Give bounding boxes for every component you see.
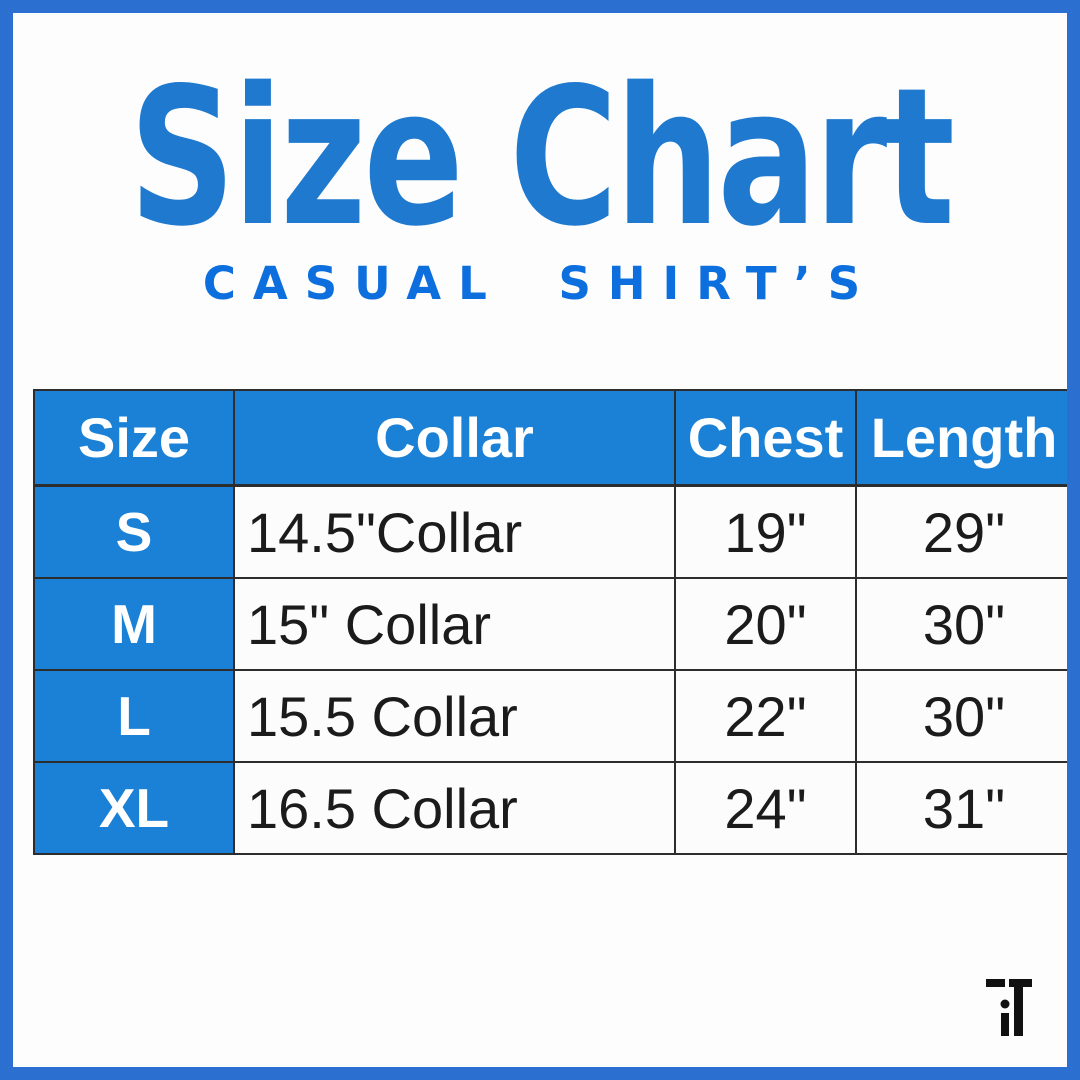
brand-logo-icon	[986, 979, 1032, 1036]
collar-cell: 15.5 Collar	[233, 669, 676, 763]
size-cell: M	[33, 577, 235, 671]
chest-cell: 20"	[674, 577, 857, 671]
table-row: L 15.5 Collar 22" 30"	[33, 669, 1067, 763]
chest-cell: 19"	[674, 484, 857, 579]
chest-cell: 24"	[674, 761, 857, 855]
column-header-length: Length	[855, 389, 1067, 487]
length-cell: 30"	[855, 577, 1067, 671]
chest-cell: 22"	[674, 669, 857, 763]
table-row: S 14.5"Collar 19" 29"	[33, 484, 1067, 579]
table-header-row: Size Collar Chest Length	[33, 389, 1067, 487]
collar-cell: 14.5"Collar	[233, 484, 676, 579]
column-header-chest: Chest	[674, 389, 857, 487]
page-title: Size Chart	[128, 47, 955, 268]
page-subtitle: CASUAL SHIRT’S	[202, 257, 878, 310]
column-header-collar: Collar	[233, 389, 676, 487]
table-row: M 15" Collar 20" 30"	[33, 577, 1067, 671]
size-chart-table: Size Collar Chest Length S 14.5"Collar 1…	[33, 389, 1067, 855]
length-cell: 31"	[855, 761, 1067, 855]
column-header-size: Size	[33, 389, 235, 487]
size-cell: L	[33, 669, 235, 763]
collar-cell: 15" Collar	[233, 577, 676, 671]
size-cell: XL	[33, 761, 235, 855]
length-cell: 30"	[855, 669, 1067, 763]
table-row: XL 16.5 Collar 24" 31"	[33, 761, 1067, 855]
collar-cell: 16.5 Collar	[233, 761, 676, 855]
length-cell: 29"	[855, 484, 1067, 579]
size-cell: S	[33, 484, 235, 579]
